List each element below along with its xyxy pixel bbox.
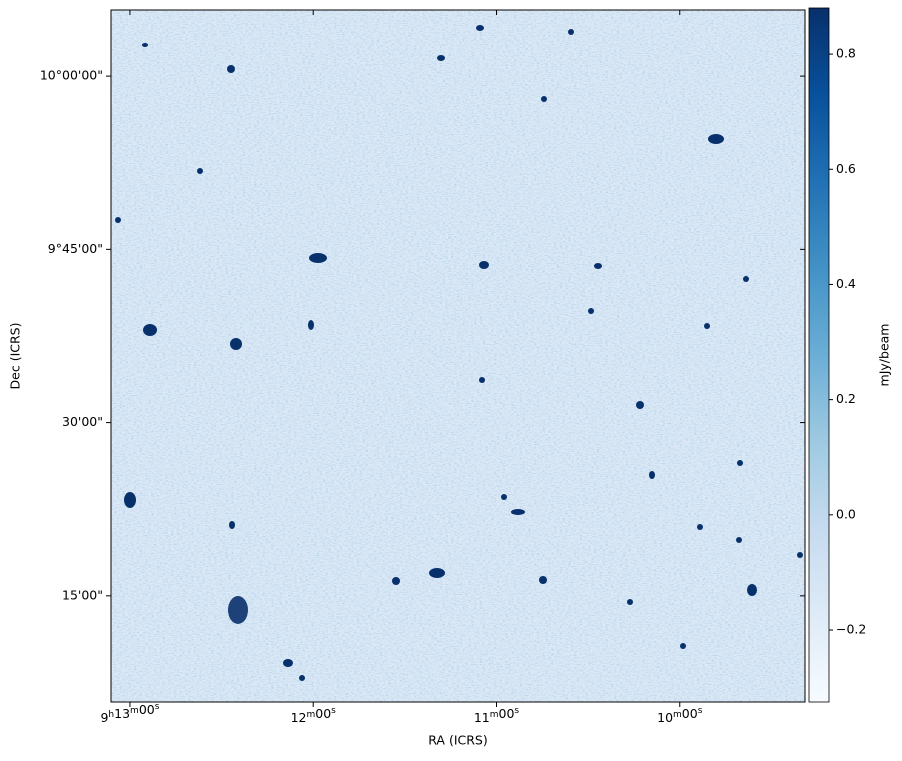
y-axis-label: Dec (ICRS) <box>8 323 23 390</box>
colorbar-label: mJy/beam <box>877 324 892 387</box>
x-tick-label: 11m00s <box>474 706 520 725</box>
x-tick-label: 10m00s <box>657 706 703 725</box>
x-axis-label: RA (ICRS) <box>428 733 488 748</box>
sky-image <box>110 9 806 703</box>
y-tick-label: 30'00" <box>62 414 103 429</box>
colorbar-tick-label: 0.2 <box>836 391 856 406</box>
colorbar-tick-label: −0.2 <box>836 622 866 637</box>
colorbar-tick-label: 0.4 <box>836 276 856 291</box>
y-tick-label: 15'00" <box>62 587 103 602</box>
x-tick-label: 9h13m00s <box>100 702 159 725</box>
y-tick-label: 9°45'00" <box>48 241 103 256</box>
x-tick-label: 12m00s <box>291 706 337 725</box>
colorbar-tick-label: 0.8 <box>836 46 856 61</box>
colorbar-tick-label: 0.6 <box>836 161 856 176</box>
colorbar-tick-label: 0.0 <box>836 506 856 521</box>
y-tick-label: 10°00'00" <box>40 68 103 83</box>
colorbar <box>808 7 830 703</box>
